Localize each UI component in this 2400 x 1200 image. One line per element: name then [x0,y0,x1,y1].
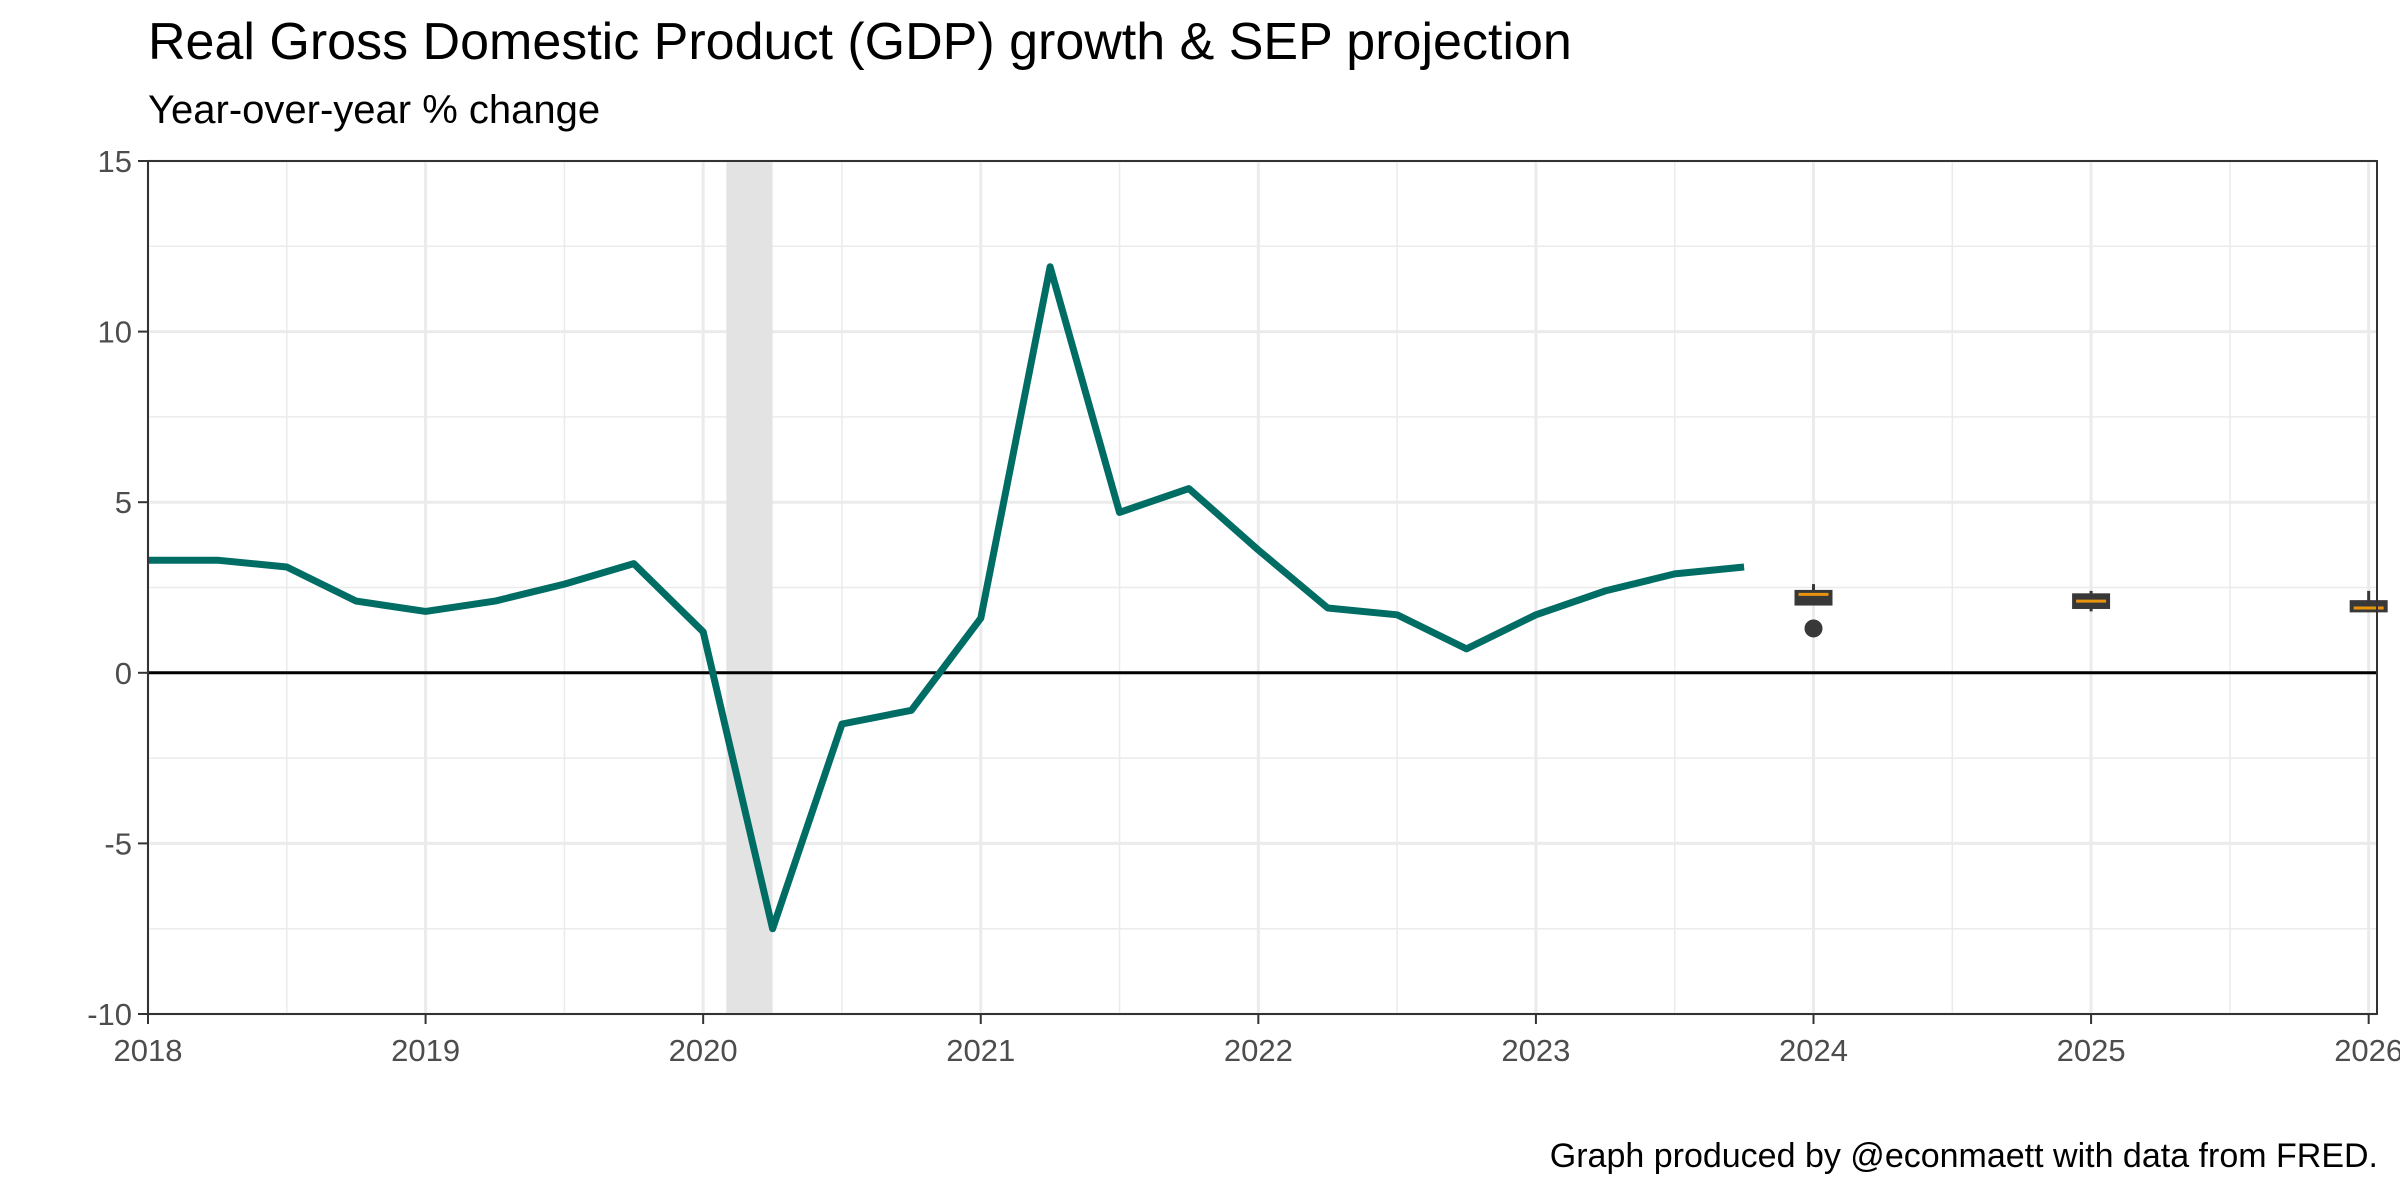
sep-box-2024 [1794,584,1833,638]
gdp-data-point [769,925,776,932]
gdp-data-point [1671,570,1678,577]
chart-caption: Graph produced by @econmaett with data f… [1549,1137,2378,1175]
gdp-data-point [1602,587,1609,594]
chart-title: Real Gross Domestic Product (GDP) growth… [148,13,1572,71]
gdp-data-point [1047,263,1054,270]
x-tick-label: 2020 [669,1033,738,1068]
x-tick-label: 2022 [1224,1033,1293,1068]
plot-frame [147,160,2378,1015]
gdp-data-point [1463,645,1470,652]
gdp-data-point [1394,611,1401,618]
grid-layer [146,159,2377,1016]
gdp-data-point [908,707,915,714]
sep-box-2025 [2072,590,2111,612]
recession-band-layer [726,161,773,1014]
sep-boxplot-layer [1794,584,2388,638]
gdp-data-point [1741,564,1748,571]
chart-subtitle: Year-over-year % change [148,88,601,132]
x-tick-label: 2024 [1779,1033,1848,1068]
gdp-data-point [1255,546,1262,553]
x-tick-label: 2021 [946,1033,1015,1068]
gdp-data-point [283,564,290,571]
y-tick-label: 5 [115,485,132,520]
x-tick-label: 2023 [1501,1033,1570,1068]
x-tick-label: 2026 [2334,1033,2400,1068]
gdp-data-point [977,615,984,622]
gdp-data-point [700,628,707,635]
sep-box-2026 [2349,590,2388,613]
gdp-data-point [214,557,221,564]
gdp-data-point [1185,485,1192,492]
gdp-data-point [630,560,637,567]
gdp-data-point [838,720,845,727]
gdp-growth-line [148,263,1745,933]
x-tick-label: 2025 [2057,1033,2126,1068]
y-tick-label: 0 [115,656,132,691]
gdp-line-layer [148,263,1748,933]
box-body [2349,600,2388,613]
axis-layer: -10 -5 0 5 10 15 2018 2019 2020 2021 2022 2023 2024 2… [87,144,2400,1068]
y-tick-label: -10 [87,997,132,1032]
y-tick-label: 15 [98,144,132,179]
gdp-data-point [1116,509,1123,516]
gdp-data-point [491,598,498,605]
y-tick-label: 10 [98,315,132,350]
gdp-data-point [353,598,360,605]
y-tick-label: -5 [104,826,132,861]
gdp-data-point [1532,611,1539,618]
recession-band [726,161,773,1014]
box-outlier [1804,619,1823,638]
gdp-data-point [422,608,429,615]
gdp-data-point [561,581,568,588]
x-tick-label: 2019 [391,1033,460,1068]
x-tick-label: 2018 [114,1033,183,1068]
gdp-data-point [1324,604,1331,611]
